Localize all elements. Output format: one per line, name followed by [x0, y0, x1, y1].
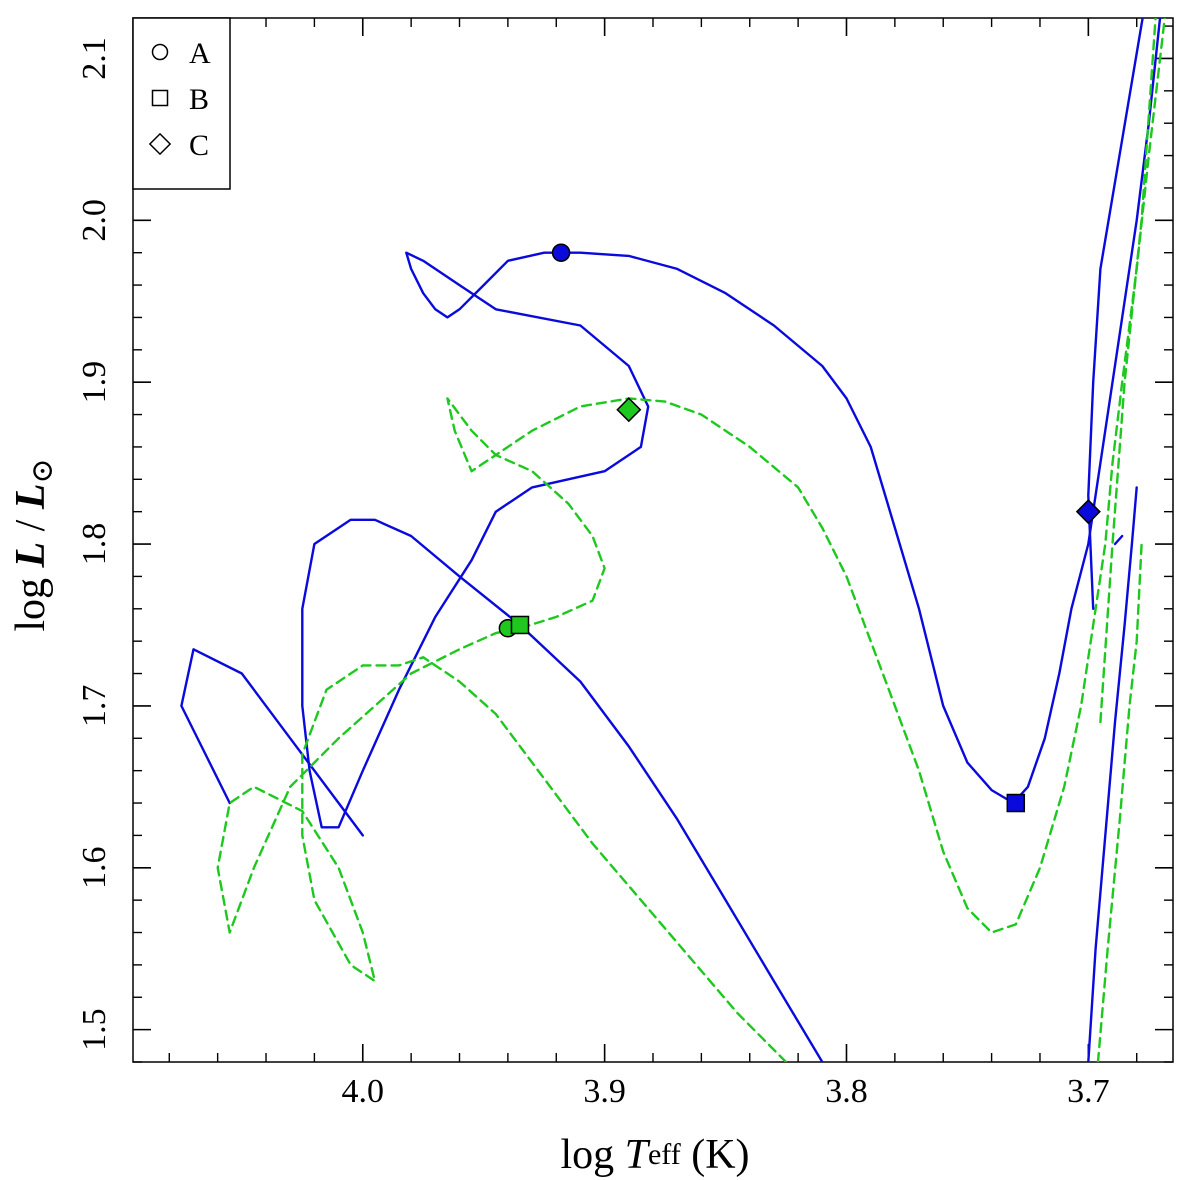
blue-point-C	[1075, 499, 1101, 525]
x-axis-title-prefix: log	[560, 1132, 624, 1178]
blue-point-A	[551, 243, 571, 262]
x-tick-label: 4.0	[342, 1073, 385, 1110]
legend-marker-C	[148, 132, 172, 156]
y-axis-title: log L / L⊙	[8, 458, 59, 631]
y-axis-title-slash: /	[8, 509, 54, 542]
blue-point-B	[1006, 793, 1026, 813]
x-axis-title-var: T	[625, 1132, 651, 1178]
y-axis-title-sub: ⊙	[26, 458, 59, 483]
blue-track-line-0	[301, 18, 1162, 1062]
green-track-line-2	[1099, 18, 1157, 724]
x-axis-title: log Teff (K)	[560, 1132, 749, 1178]
y-tick-label: 1.5	[76, 1008, 113, 1051]
y-axis-title-var2: L	[8, 483, 54, 510]
green-track-line-0	[216, 18, 1166, 1062]
green-track-line-1	[1096, 542, 1143, 1062]
legend-label-A: A	[189, 37, 211, 70]
x-tick-label: 3.7	[1067, 1073, 1110, 1110]
blue-track-line-4	[180, 648, 364, 837]
y-tick-label: 2.0	[76, 199, 113, 242]
blue-track-line-2	[1087, 486, 1138, 1062]
plot-frame	[132, 17, 1174, 1063]
points-layer	[498, 243, 1101, 813]
blue-track-line-1	[1087, 18, 1144, 610]
green-point-B	[510, 615, 530, 635]
legend-label-C: C	[189, 129, 209, 162]
legend-box	[132, 17, 231, 190]
legend-label-B: B	[189, 83, 209, 116]
y-tick-label: 1.6	[76, 847, 113, 890]
green-point-C	[616, 397, 642, 423]
axis-ticks: 4.0 3.9 3.8 3.7 1.5 1.6 1.7 1.8 1.9 2.0 2.1	[76, 18, 1173, 1110]
legend-marker-A	[151, 43, 169, 61]
x-tick-label: 3.8	[825, 1073, 868, 1110]
x-axis-title-sub: eff	[648, 1138, 681, 1171]
y-tick-label: 1.9	[76, 361, 113, 404]
y-tick-label: 1.7	[76, 685, 113, 728]
blue-track-line-3	[1113, 534, 1124, 546]
legend: ABC	[132, 17, 231, 190]
y-tick-label: 2.1	[76, 37, 113, 80]
series-layer	[180, 18, 1166, 1062]
legend-marker-B	[151, 89, 169, 107]
y-axis-title-var1: L	[8, 542, 54, 569]
x-tick-label: 3.9	[583, 1073, 626, 1110]
x-axis-title-suffix: (K)	[681, 1132, 750, 1178]
y-axis-title-prefix: log	[8, 567, 54, 631]
y-tick-label: 1.8	[76, 523, 113, 566]
